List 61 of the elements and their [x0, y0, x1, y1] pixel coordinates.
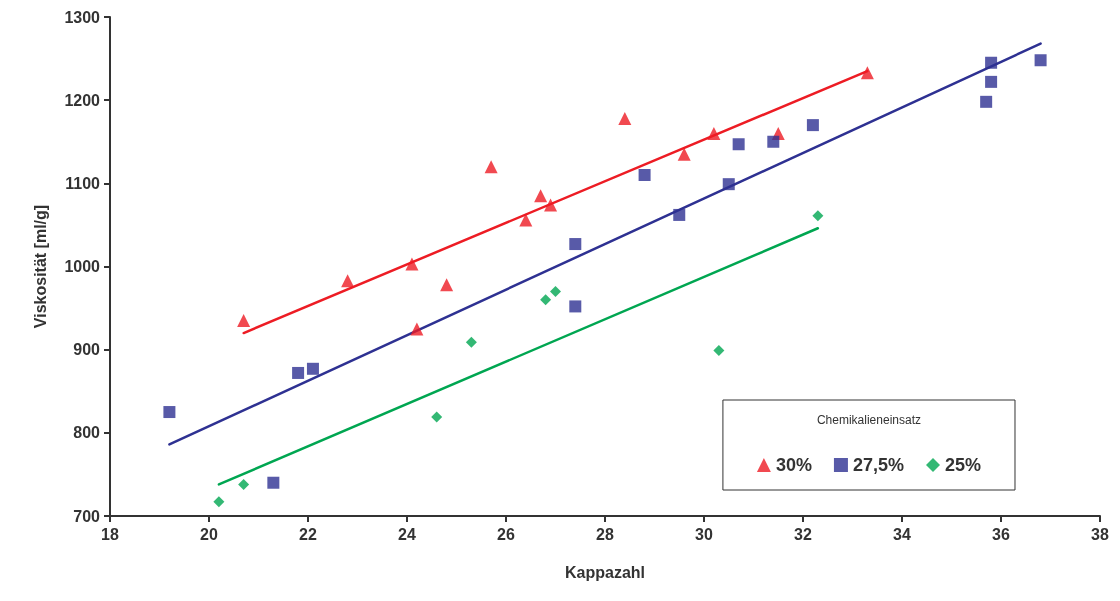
legend-title: Chemikalieneinsatz — [816, 412, 921, 427]
x-tick-label: 22 — [299, 525, 317, 543]
point — [519, 213, 533, 227]
legend-label: 25% — [944, 455, 981, 475]
y-tick-label: 1300 — [64, 8, 101, 26]
point — [860, 66, 874, 80]
point — [465, 336, 477, 348]
point — [292, 366, 305, 379]
point — [569, 300, 582, 313]
y-axis-title: Viskosität [ml/g] — [31, 204, 49, 329]
y-tick-label: 900 — [73, 341, 101, 359]
point — [722, 178, 735, 191]
point — [677, 147, 691, 161]
x-tick-label: 30 — [695, 525, 713, 543]
point — [550, 285, 561, 297]
point — [237, 314, 251, 328]
y-tick-label: 700 — [73, 507, 101, 525]
point — [985, 56, 998, 69]
x-tick-label: 38 — [1091, 525, 1109, 543]
point — [405, 257, 419, 271]
point — [569, 238, 582, 251]
x-tick-label: 32 — [794, 525, 812, 543]
x-tick-label: 20 — [200, 525, 218, 543]
point — [618, 111, 632, 125]
point — [638, 169, 651, 182]
legend-label: 27,5% — [852, 455, 904, 475]
point — [484, 160, 498, 174]
point — [341, 274, 355, 288]
point — [431, 411, 443, 423]
point — [410, 322, 424, 336]
point — [440, 278, 454, 292]
point — [806, 119, 819, 132]
point — [534, 189, 548, 203]
point — [238, 478, 250, 490]
x-tick-label: 18 — [101, 525, 119, 543]
point — [267, 476, 280, 489]
point — [732, 138, 745, 151]
point — [306, 362, 319, 375]
x-tick-label: 26 — [497, 525, 515, 543]
point — [713, 345, 725, 356]
point — [213, 496, 225, 508]
point — [812, 210, 824, 222]
x-tick-label: 28 — [596, 525, 614, 543]
x-tick-label: 34 — [893, 525, 911, 543]
point — [1034, 54, 1047, 67]
y-tick-label: 1200 — [64, 91, 101, 109]
point — [980, 95, 993, 108]
x-tick-label: 36 — [992, 525, 1010, 543]
point — [673, 208, 686, 221]
x-axis-title: Kappazahl — [564, 563, 646, 581]
x-tick-label: 24 — [398, 525, 416, 543]
point — [544, 198, 558, 212]
point — [767, 135, 780, 148]
legend-label: 30% — [775, 455, 812, 475]
point — [707, 126, 721, 140]
point — [163, 406, 176, 419]
point — [985, 75, 998, 88]
y-tick-label: 1100 — [65, 174, 101, 192]
y-tick-label: 800 — [73, 424, 101, 442]
point — [540, 294, 552, 306]
y-tick-label: 1000 — [64, 258, 101, 275]
